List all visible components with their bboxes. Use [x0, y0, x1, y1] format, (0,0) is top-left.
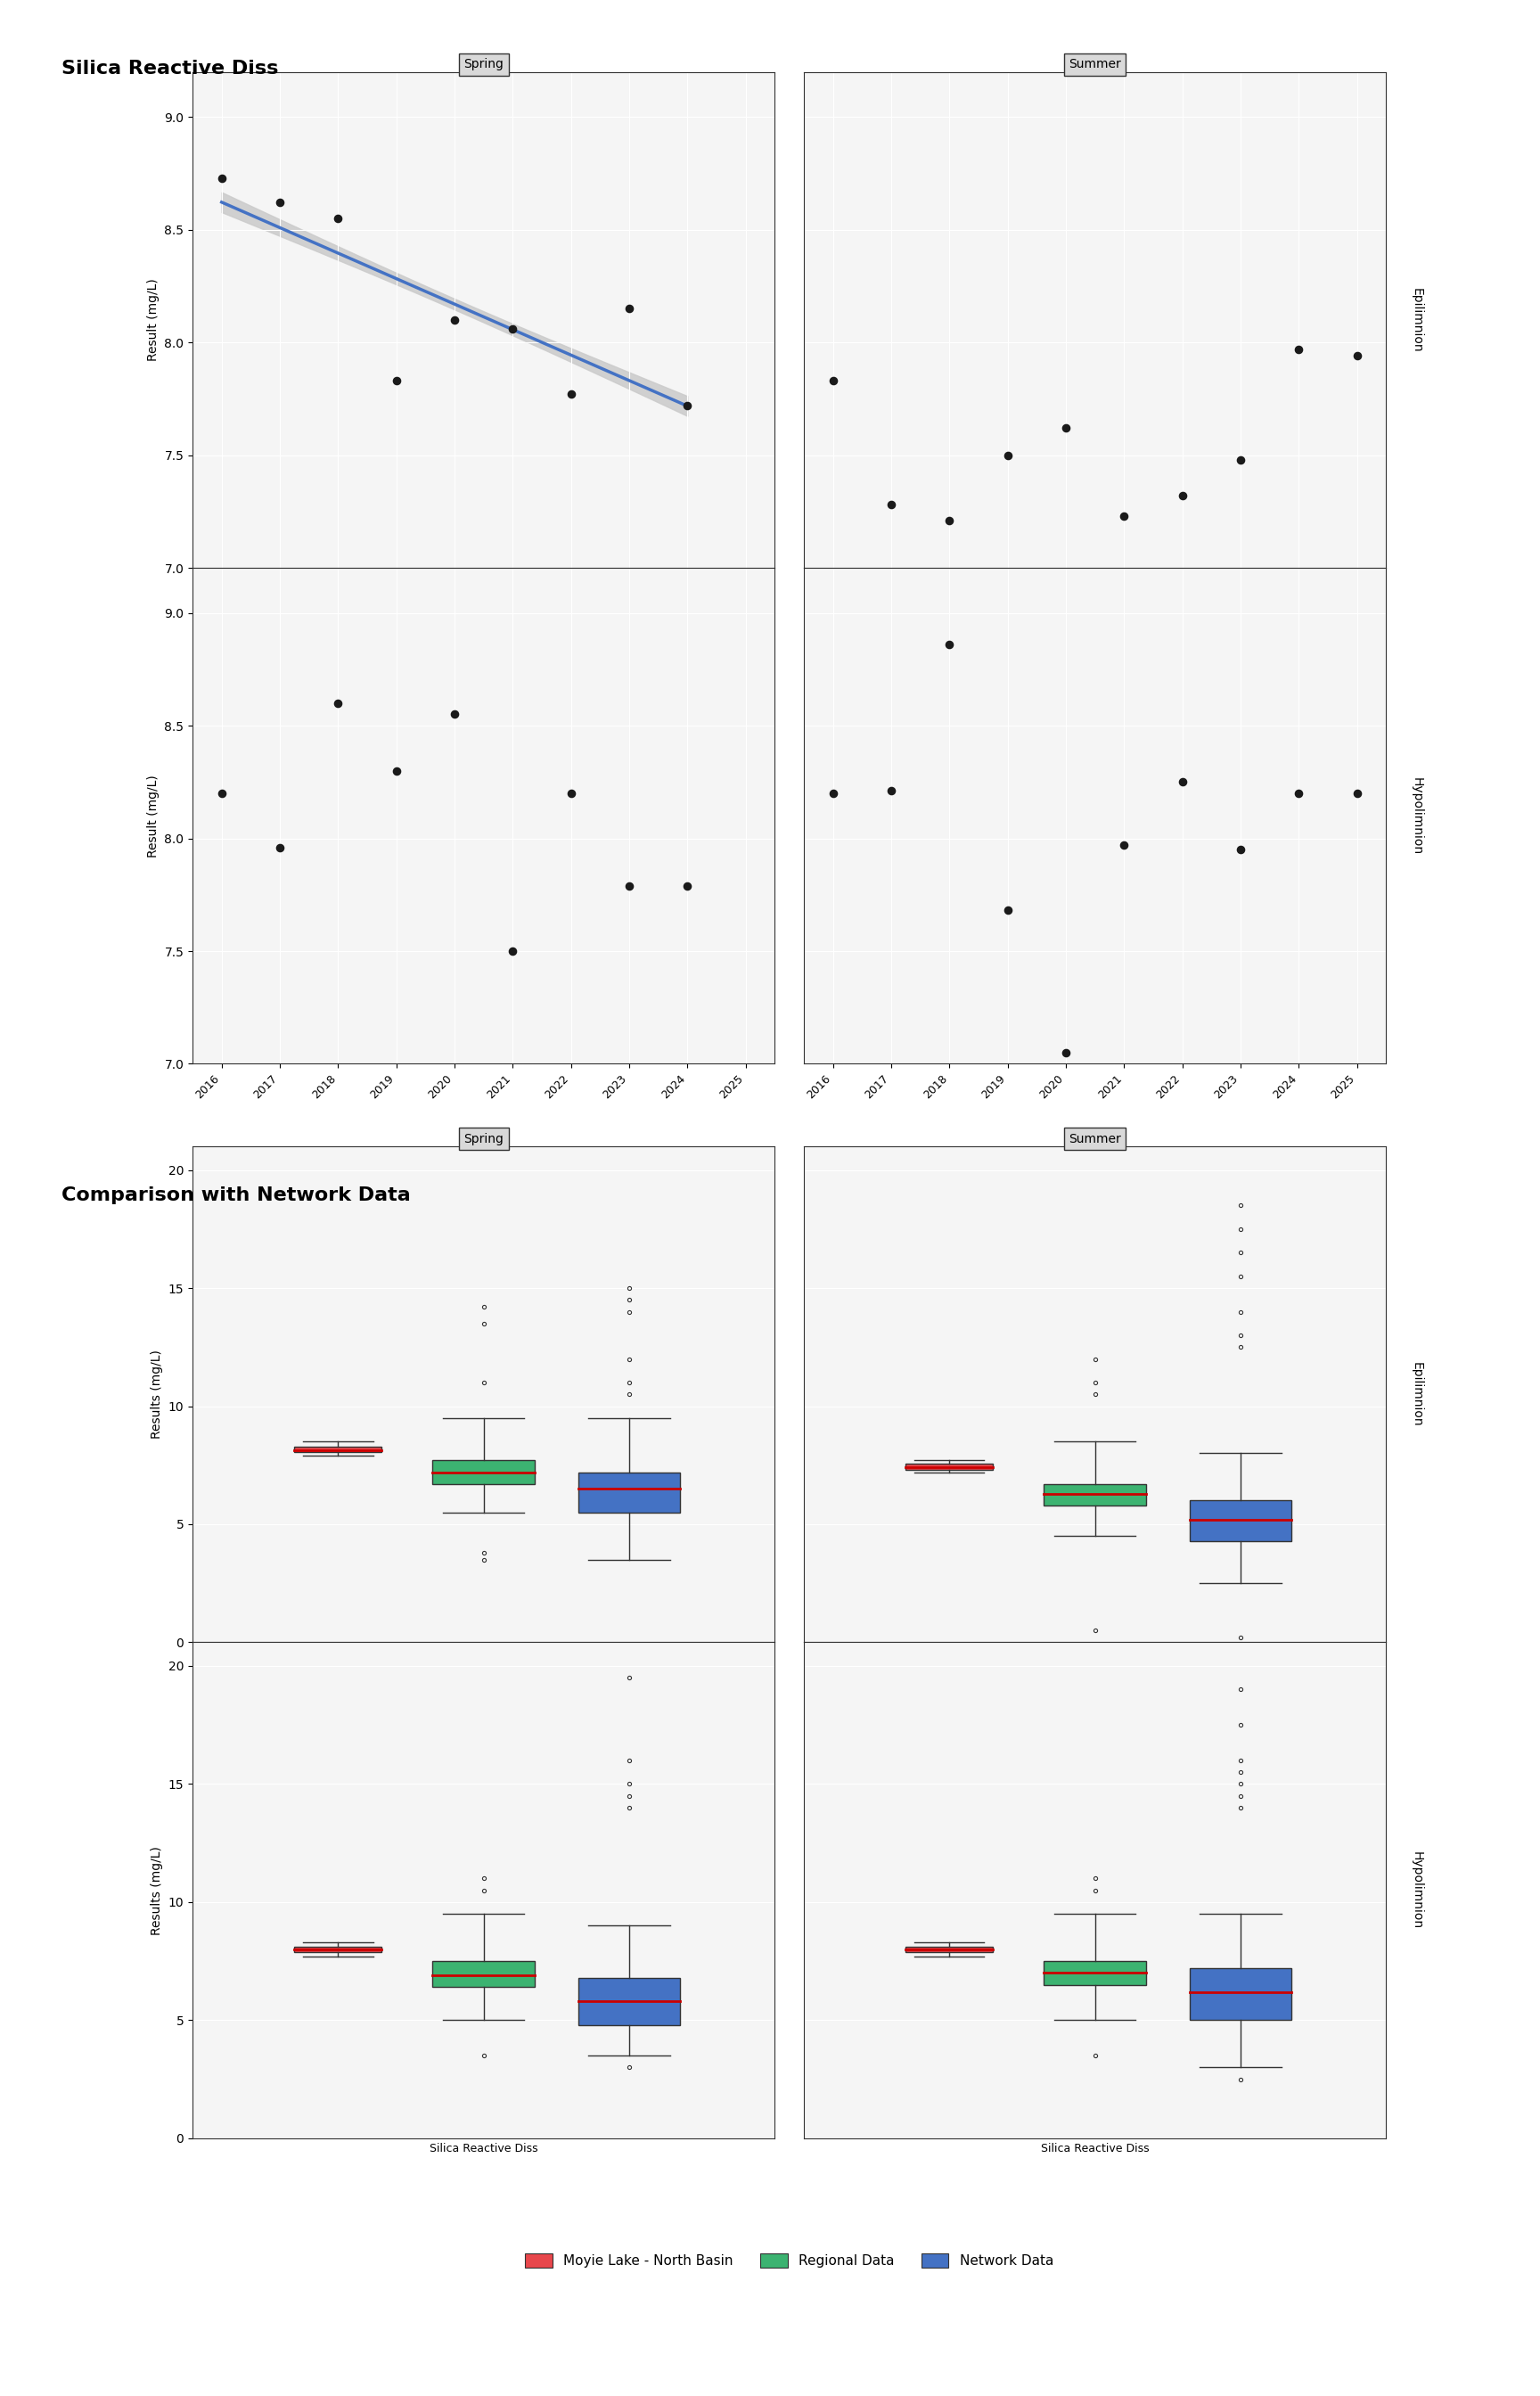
Point [442, 300, 467, 338]
Y-axis label: Hypolimnion: Hypolimnion [1411, 776, 1423, 855]
Point [995, 436, 1019, 474]
Point [1344, 338, 1369, 376]
Point [936, 625, 961, 664]
Bar [1044, 1483, 1146, 1505]
Point [618, 867, 642, 906]
Point [879, 772, 904, 810]
Point [442, 695, 467, 733]
Point [995, 891, 1019, 930]
Point [1112, 496, 1137, 534]
Point [1112, 827, 1137, 865]
Point [501, 309, 525, 347]
Point [1227, 441, 1252, 479]
Point [326, 683, 351, 721]
Bar [578, 1977, 681, 2025]
Point [821, 774, 845, 812]
Bar [906, 1948, 993, 1953]
Title: Summer: Summer [1069, 1133, 1121, 1145]
Title: Spring: Spring [464, 1133, 504, 1145]
Y-axis label: Epilimnion: Epilimnion [1411, 1361, 1423, 1426]
Point [268, 184, 293, 223]
Bar [578, 1471, 681, 1512]
Point [559, 774, 584, 812]
Point [675, 386, 699, 424]
Y-axis label: Results (mg/L): Results (mg/L) [151, 1349, 163, 1440]
Text: Comparison with Network Data: Comparison with Network Data [62, 1186, 411, 1203]
Bar [433, 1962, 534, 1986]
Bar [1189, 1967, 1292, 2020]
Y-axis label: Hypolimnion: Hypolimnion [1411, 1852, 1423, 1929]
Point [1170, 762, 1195, 800]
Point [1053, 410, 1078, 448]
Bar [294, 1447, 382, 1452]
Point [383, 752, 408, 791]
Point [326, 199, 351, 237]
Title: Spring: Spring [464, 58, 504, 72]
Point [559, 376, 584, 415]
Point [618, 290, 642, 328]
Point [1286, 331, 1311, 369]
Point [1170, 477, 1195, 515]
Point [1344, 774, 1369, 812]
Point [1053, 1033, 1078, 1071]
Point [268, 829, 293, 867]
Point [383, 362, 408, 400]
Y-axis label: Epilimnion: Epilimnion [1411, 288, 1423, 352]
Point [879, 486, 904, 525]
Bar [294, 1948, 382, 1953]
Title: Summer: Summer [1069, 58, 1121, 72]
Y-axis label: Results (mg/L): Results (mg/L) [151, 1845, 163, 1936]
Y-axis label: Result (mg/L): Result (mg/L) [146, 278, 159, 362]
Bar [1189, 1500, 1292, 1541]
Point [1227, 831, 1252, 870]
X-axis label: Silica Reactive Diss: Silica Reactive Diss [1041, 2144, 1149, 2154]
Point [209, 774, 234, 812]
Bar [906, 1464, 993, 1469]
Point [821, 362, 845, 400]
Point [209, 158, 234, 196]
Legend: Moyie Lake - North Basin, Regional Data, Network Data: Moyie Lake - North Basin, Regional Data,… [519, 2247, 1060, 2274]
Y-axis label: Result (mg/L): Result (mg/L) [146, 774, 159, 858]
Point [936, 501, 961, 539]
Text: Silica Reactive Diss: Silica Reactive Diss [62, 60, 279, 77]
Point [1286, 774, 1311, 812]
X-axis label: Silica Reactive Diss: Silica Reactive Diss [430, 2144, 537, 2154]
Bar [433, 1462, 534, 1483]
Point [501, 932, 525, 970]
Point [675, 867, 699, 906]
Bar [1044, 1962, 1146, 1984]
